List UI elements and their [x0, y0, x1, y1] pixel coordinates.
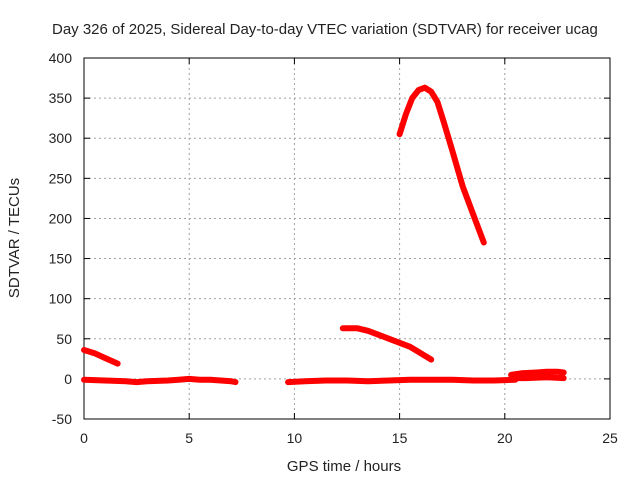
series-line-arc-7 — [508, 374, 567, 382]
y-tick-label: 250 — [49, 170, 73, 186]
y-tick-label: 100 — [49, 291, 73, 307]
axis-ticks: 0 5 10 15 20 25 -50 0 50 100 150 200 250 300 350 400 — [49, 50, 618, 446]
y-tick-label: 350 — [49, 90, 73, 106]
y-tick-label: 300 — [49, 130, 73, 146]
series-line-arc-1 — [81, 347, 121, 367]
y-tick-label: 0 — [64, 371, 72, 387]
x-tick-label: 5 — [185, 430, 193, 446]
y-tick-label: 400 — [49, 50, 73, 66]
y-tick-label: 150 — [49, 251, 73, 267]
x-tick-label: 15 — [392, 430, 408, 446]
x-tick-label: 0 — [80, 430, 88, 446]
x-axis-label: GPS time / hours — [287, 458, 401, 475]
y-tick-label: 50 — [56, 331, 72, 347]
series-line-arc-5 — [396, 84, 487, 246]
series-line-arc-3 — [285, 376, 519, 386]
x-tick-label: 10 — [287, 430, 303, 446]
plot-frame — [83, 57, 611, 420]
series-line-arc-4 — [339, 325, 435, 363]
y-axis-label: SDTVAR / TECUs — [6, 178, 23, 298]
x-tick-label: 25 — [602, 430, 618, 446]
series-line-arc-6 — [508, 368, 567, 378]
series-layer — [81, 84, 567, 386]
grid — [84, 58, 610, 419]
series-line-arc-2 — [81, 375, 239, 386]
y-tick-label: -50 — [52, 411, 72, 427]
chart-title: Day 326 of 2025, Sidereal Day-to-day VTE… — [52, 21, 598, 38]
y-tick-label: 200 — [49, 210, 73, 226]
x-tick-label: 20 — [497, 430, 513, 446]
